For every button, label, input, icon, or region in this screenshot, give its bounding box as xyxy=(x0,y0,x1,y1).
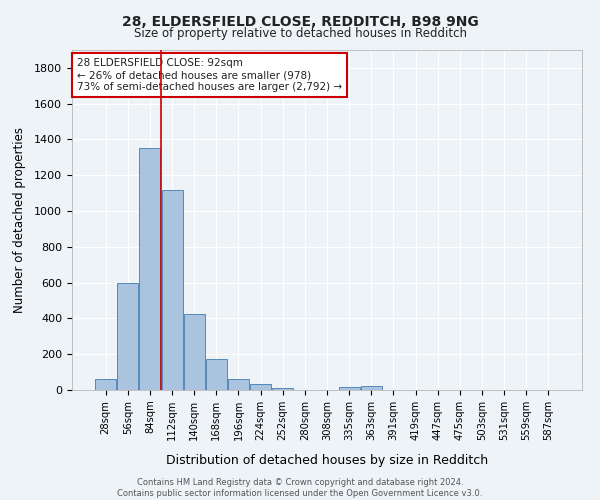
Text: 28 ELDERSFIELD CLOSE: 92sqm
← 26% of detached houses are smaller (978)
73% of se: 28 ELDERSFIELD CLOSE: 92sqm ← 26% of det… xyxy=(77,58,342,92)
Text: Contains HM Land Registry data © Crown copyright and database right 2024.
Contai: Contains HM Land Registry data © Crown c… xyxy=(118,478,482,498)
X-axis label: Distribution of detached houses by size in Redditch: Distribution of detached houses by size … xyxy=(166,454,488,467)
Bar xyxy=(361,386,382,390)
Y-axis label: Number of detached properties: Number of detached properties xyxy=(13,127,26,313)
Bar xyxy=(161,190,182,390)
Bar xyxy=(272,388,293,390)
Bar xyxy=(118,282,139,390)
Bar xyxy=(206,358,227,390)
Bar xyxy=(228,380,249,390)
Bar xyxy=(139,148,160,390)
Bar xyxy=(184,314,205,390)
Text: 28, ELDERSFIELD CLOSE, REDDITCH, B98 9NG: 28, ELDERSFIELD CLOSE, REDDITCH, B98 9NG xyxy=(122,15,478,29)
Text: Size of property relative to detached houses in Redditch: Size of property relative to detached ho… xyxy=(133,28,467,40)
Bar xyxy=(250,384,271,390)
Bar xyxy=(95,380,116,390)
Bar xyxy=(338,388,359,390)
